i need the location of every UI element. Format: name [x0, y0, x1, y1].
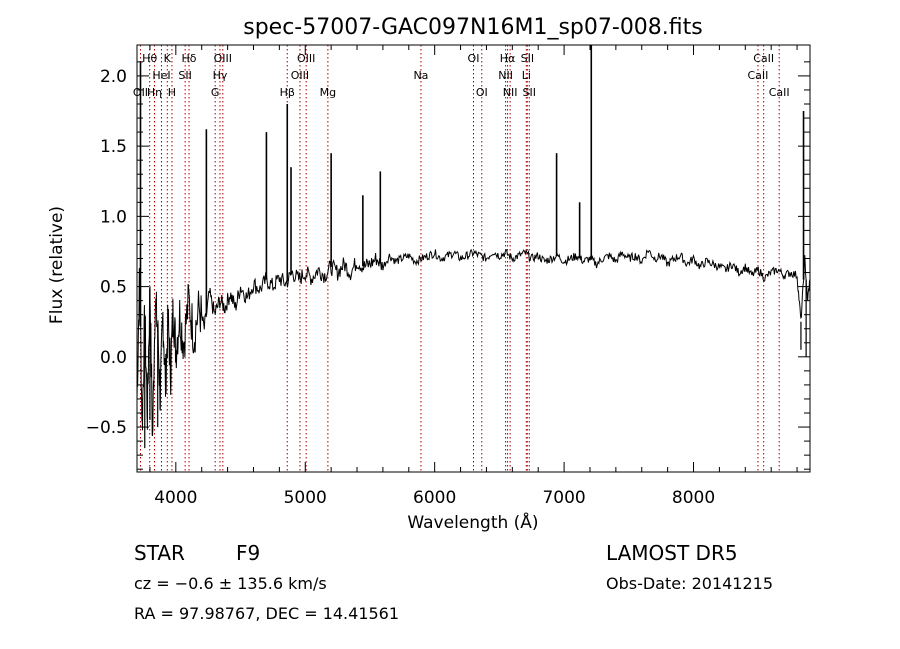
observation-date: Obs-Date: 20141215 — [606, 574, 774, 593]
line-marker-label-1: Hη — [147, 86, 162, 99]
line-marker-label-5: SII — [178, 69, 191, 82]
x-tick-label-0: 4000 — [154, 488, 197, 508]
line-marker-label-14: Na — [413, 69, 428, 82]
line-marker-label-3: K — [164, 52, 172, 65]
line-marker-label-24: CaII — [753, 52, 774, 65]
spectrum-series — [136, 45, 811, 449]
line-marker-label-15: OI — [468, 52, 480, 65]
line-marker-label-25: CaII — [769, 86, 790, 99]
line-marker-label-26: Hθ — [142, 52, 157, 65]
x-tick-label-3: 7000 — [542, 488, 585, 508]
chart-title: spec-57007-GAC097N16M1_sp07-008.fits — [243, 15, 703, 40]
line-marker-labels: OIIHηHeIKHSIIHδGHγOIIIHβOIIIOIIIMgNaOIOI… — [133, 52, 790, 99]
line-marker-label-9: OIII — [214, 52, 232, 65]
spectrum-line — [136, 248, 811, 437]
y-tick-label-0: −0.5 — [86, 418, 127, 438]
y-tick-label-1: 0.0 — [100, 348, 127, 368]
redshift-info: cz = −0.6 ± 135.6 km/s — [134, 574, 327, 593]
line-marker-label-20: Li — [522, 69, 531, 82]
line-marker-label-10: Hβ — [280, 86, 295, 99]
y-tick-label-4: 1.5 — [100, 137, 127, 157]
line-marker-label-2: HeI — [152, 69, 170, 82]
object-class: STAR — [134, 541, 185, 565]
y-tick-label-2: 0.5 — [100, 278, 127, 298]
object-subclass: F9 — [236, 541, 261, 565]
x-axis-ticks: 4000 5000 6000 7000 8000 — [149, 45, 798, 508]
line-marker-label-21: SII — [521, 52, 534, 65]
x-tick-label-4: 8000 — [672, 488, 715, 508]
x-tick-label-1: 5000 — [284, 488, 327, 508]
line-marker-label-16: OI — [476, 86, 488, 99]
y-tick-label-3: 1.0 — [100, 207, 127, 227]
line-marker-label-22: SII — [523, 86, 536, 99]
line-marker-label-17: NII — [498, 69, 513, 82]
x-axis-label: Wavelength (Å) — [407, 511, 538, 533]
line-marker-label-13: Mg — [320, 86, 336, 99]
line-marker-label-19: NII — [503, 86, 518, 99]
line-marker-label-18: Hα — [500, 52, 516, 65]
line-marker-label-12: OIII — [297, 52, 315, 65]
coordinates: RA = 97.98767, DEC = 14.41561 — [134, 604, 400, 623]
line-marker-label-7: G — [211, 86, 220, 99]
survey-name: LAMOST DR5 — [606, 541, 738, 565]
y-axis-label: Flux (relative) — [47, 206, 67, 324]
line-marker-label-11: OIII — [291, 69, 309, 82]
y-axis-ticks: −0.5 0.0 0.5 1.0 1.5 2.0 — [86, 61, 810, 470]
line-marker-label-23: CaII — [748, 69, 769, 82]
line-marker-label-6: Hδ — [182, 52, 197, 65]
y-tick-label-5: 2.0 — [100, 67, 127, 87]
line-marker-label-8: Hγ — [213, 69, 228, 82]
line-markers-layer — [139, 45, 780, 472]
line-marker-label-4: H — [168, 86, 176, 99]
x-tick-label-2: 6000 — [413, 488, 456, 508]
